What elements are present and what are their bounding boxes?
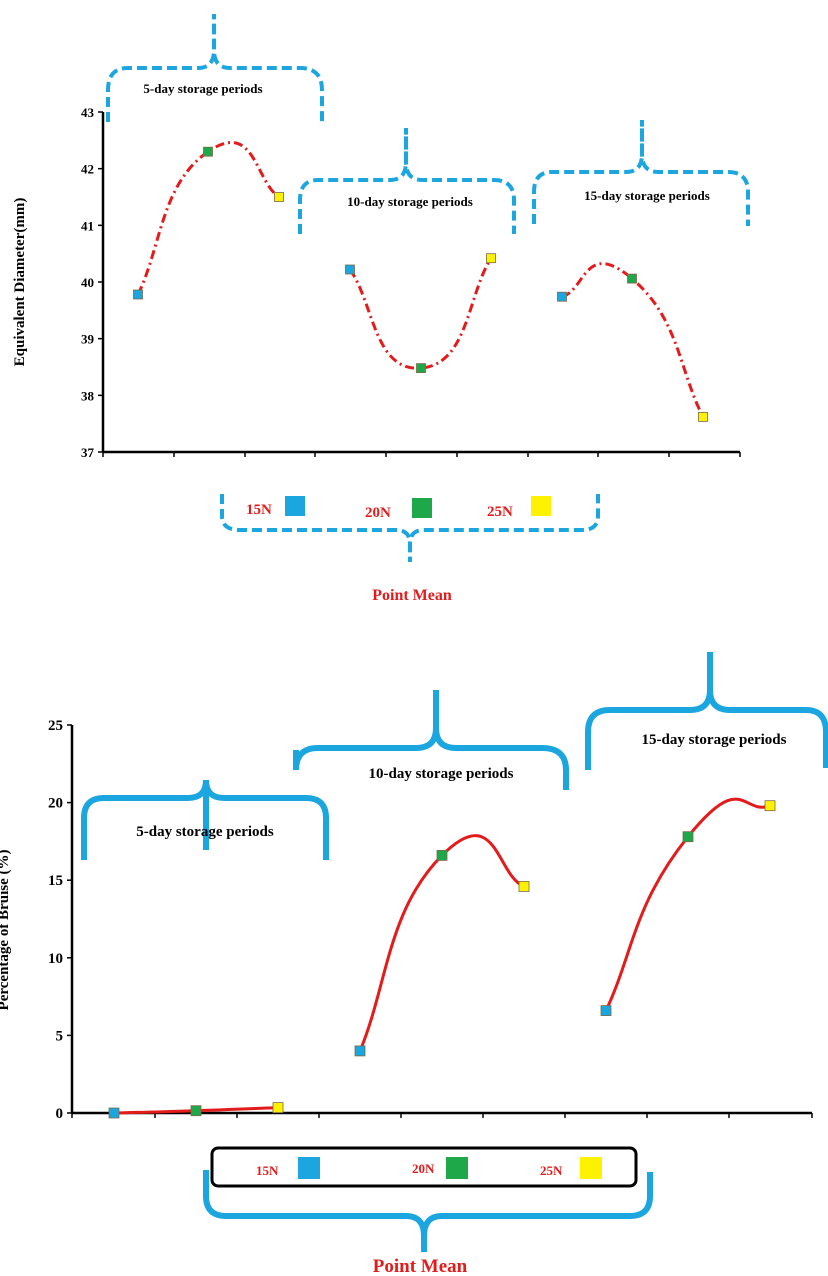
c1-legend-title: Point Mean	[372, 587, 452, 604]
c1-point-1-25N	[274, 192, 284, 202]
c2-legend-15n-label: 15N	[256, 1163, 279, 1178]
c2-series-line-3	[604, 797, 771, 1012]
c2-brace-15day	[585, 652, 828, 770]
c1-y-tick-label: 40	[81, 275, 94, 290]
c1-point-1-15N	[133, 289, 143, 300]
c2-point-3-15N	[600, 1005, 612, 1016]
c1-series-line-1	[136, 141, 280, 296]
c2-series-line-2	[358, 834, 525, 1052]
c1-point-2-20N	[416, 363, 426, 374]
c1-point-3-15N	[557, 291, 567, 302]
c1-point-1-20N	[203, 146, 213, 157]
c1-legend-20n-label: 20N	[365, 505, 391, 521]
c2-point-2-20N	[436, 850, 448, 861]
c1-brace-15day	[532, 120, 750, 226]
c2-group-label-15day: 15-day storage periods	[642, 732, 787, 748]
c1-point-2-25N	[486, 253, 496, 264]
c1-brace-10day	[298, 128, 516, 234]
c2-legend-20n-label: 20N	[412, 1161, 435, 1176]
c2-y-tick-label: 20	[48, 796, 63, 812]
c1-y-tick-label: 41	[81, 218, 94, 233]
c2-legend-brace	[203, 1170, 653, 1252]
c1-y-tick-label: 37	[81, 445, 95, 460]
c1-y-tick-label: 38	[81, 388, 95, 403]
c2-y-tick-label: 25	[48, 718, 63, 734]
c1-series-line-2	[348, 257, 493, 370]
c2-y-axis-label: Percentage of Bruise (%)	[0, 850, 12, 1011]
c2-point-1-25N	[272, 1102, 284, 1113]
c1-group-label-10day: 10-day storage periods	[347, 194, 473, 209]
c1-y-tick-label: 42	[81, 162, 94, 177]
c2-point-1-15N	[108, 1107, 120, 1119]
c1-group-label-5day: 5-day storage periods	[143, 81, 262, 96]
c2-y-tick-label: 0	[56, 1106, 64, 1122]
c2-group-label-10day: 10-day storage periods	[369, 766, 514, 782]
c1-point-2-15N	[345, 264, 355, 275]
c2-legend-20n-swatch	[446, 1157, 468, 1179]
c1-legend-15n-swatch	[285, 496, 305, 516]
c1-group-label-15day: 15-day storage periods	[584, 188, 710, 203]
c1-point-3-20N	[627, 273, 637, 284]
c2-point-2-15N	[354, 1045, 366, 1057]
c1-y-tick-label: 39	[81, 332, 95, 347]
equivalent-diameter-chart: 37 38 39 40 41 42 43 Equivalent Diameter(mm) 5…	[12, 14, 750, 604]
c2-y-tick-label: 15	[48, 873, 63, 889]
c2-legend-15n-swatch	[298, 1157, 320, 1179]
c2-point-3-25N	[764, 800, 776, 812]
c1-y-tick-label: 43	[81, 105, 95, 120]
c1-legend-25n-label: 25N	[487, 504, 513, 520]
c2-point-2-25N	[518, 881, 530, 892]
c1-y-axis-label: Equivalent Diameter(mm)	[12, 198, 28, 367]
c2-point-3-20N	[682, 831, 694, 843]
c2-y-tick-label: 10	[48, 951, 63, 967]
c2-group-label-5day: 5-day storage periods	[136, 824, 274, 840]
c1-legend-15n-label: 15N	[246, 502, 272, 518]
c1-brace-5day	[106, 14, 324, 122]
c2-legend-title: Point Mean	[373, 1256, 468, 1276]
c2-point-1-20N	[190, 1105, 202, 1117]
c1-legend-20n-swatch	[412, 498, 432, 518]
c2-legend-25n-label: 25N	[540, 1163, 563, 1178]
c2-y-tick-label: 5	[56, 1028, 64, 1044]
bruise-percentage-chart: 0 5 10 15 20 25 Percentage of Bruise (%) 5-da…	[0, 652, 828, 1276]
c2-brace-10day	[293, 690, 569, 790]
c1-legend-brace	[220, 494, 600, 562]
c1-series-line-3	[561, 262, 705, 418]
c1-point-3-25N	[698, 411, 708, 422]
c2-brace-5day	[81, 779, 329, 860]
c2-legend-25n-swatch	[580, 1157, 602, 1179]
c1-legend-25n-swatch	[531, 496, 551, 516]
